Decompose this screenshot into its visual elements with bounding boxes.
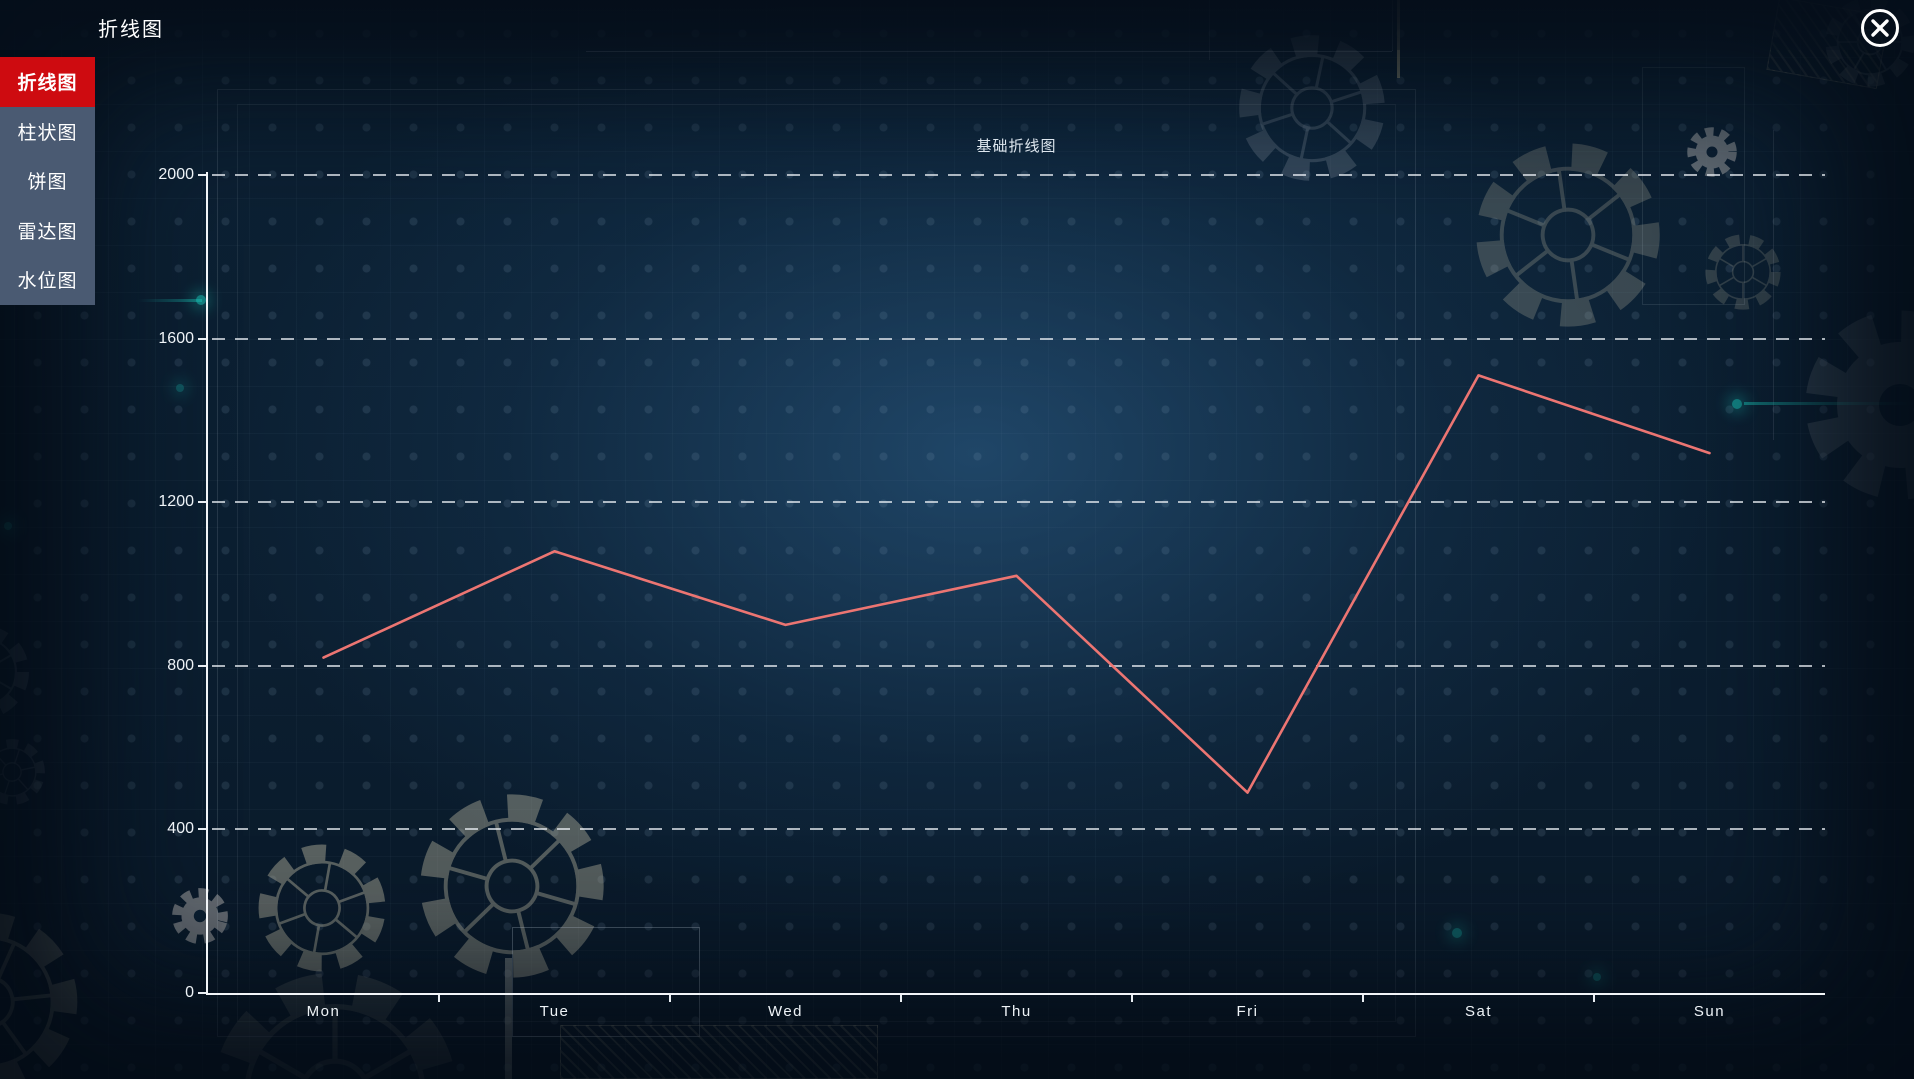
y-axis-tick	[198, 174, 206, 176]
line-series	[322, 374, 1711, 794]
gridline	[212, 337, 1825, 340]
y-axis-label: 800	[167, 656, 194, 674]
y-axis-label: 2000	[158, 166, 194, 183]
gridline	[212, 664, 1825, 667]
blueprint-line	[586, 51, 1392, 52]
x-axis-label: Mon	[306, 1003, 341, 1020]
x-axis-tick	[668, 995, 671, 1002]
gear-icon	[0, 632, 22, 712]
y-axis-label: 400	[167, 820, 194, 838]
circuit-trace	[138, 299, 202, 302]
gridline	[212, 174, 1825, 176]
header-bar: 折线图	[0, 0, 1914, 50]
y-axis-line	[206, 172, 208, 993]
x-axis-tick	[1362, 995, 1364, 1002]
circuit-node	[196, 295, 206, 305]
gridline	[212, 828, 1825, 831]
y-axis-label: 0	[185, 984, 194, 1001]
close-icon	[1861, 9, 1899, 47]
sidebar-item-label: 折线图	[17, 73, 78, 95]
circuit-node	[176, 384, 184, 392]
gear-icon	[1692, 132, 1733, 173]
x-axis-tick	[1593, 995, 1595, 1002]
page-title: 折线图	[98, 19, 164, 41]
chart-plot-area[interactable]: 基础折线图 2000 1600 1200 800 400 0 Mon Tue	[158, 138, 1825, 1020]
sidebar-item-label: 柱状图	[17, 122, 78, 144]
line-chart-canvas	[322, 374, 1711, 794]
sidebar-item-line-chart[interactable]: 折线图	[0, 57, 95, 107]
circuit-node	[4, 522, 12, 530]
y-axis-label: 1600	[158, 329, 194, 347]
sidebar-item-radar-chart[interactable]: 雷达图	[0, 205, 95, 255]
y-axis-tick	[198, 337, 206, 340]
sidebar-menu: 折线图 柱状图 饼图 雷达图 水位图	[0, 57, 95, 305]
y-axis-tick	[198, 992, 206, 994]
sidebar-item-label: 水位图	[17, 271, 78, 293]
x-axis-label: Fri	[1236, 1003, 1259, 1020]
gear-icon	[1238, 34, 1385, 181]
x-axis-label: Thu	[1001, 1003, 1032, 1020]
sidebar-item-pie-chart[interactable]: 饼图	[0, 156, 95, 206]
x-axis-tick	[1130, 995, 1133, 1002]
gear-icon	[0, 737, 47, 808]
y-axis-tick	[198, 501, 206, 504]
chart-title: 基础折线图	[976, 138, 1057, 155]
y-axis-label: 1200	[158, 493, 194, 511]
x-axis-tick	[900, 995, 902, 1002]
x-axis-line	[206, 993, 1825, 995]
x-axis-label: Sun	[1693, 1003, 1726, 1020]
x-axis-label: Wed	[767, 1003, 804, 1020]
x-axis-label: Tue	[539, 1003, 570, 1020]
sidebar-item-bar-chart[interactable]: 柱状图	[0, 106, 95, 156]
sidebar-item-water-chart[interactable]: 水位图	[0, 255, 95, 305]
gridline	[212, 501, 1825, 504]
x-axis-label: Sat	[1464, 1003, 1492, 1020]
close-button[interactable]	[1860, 8, 1900, 48]
gear-icon	[0, 902, 88, 1079]
x-axis-tick	[437, 995, 440, 1002]
sidebar-item-label: 雷达图	[17, 221, 78, 243]
hatched-rect	[560, 1025, 878, 1079]
y-axis-tick	[198, 828, 206, 831]
sidebar-item-label: 饼图	[27, 172, 68, 194]
y-axis-tick	[198, 664, 206, 667]
